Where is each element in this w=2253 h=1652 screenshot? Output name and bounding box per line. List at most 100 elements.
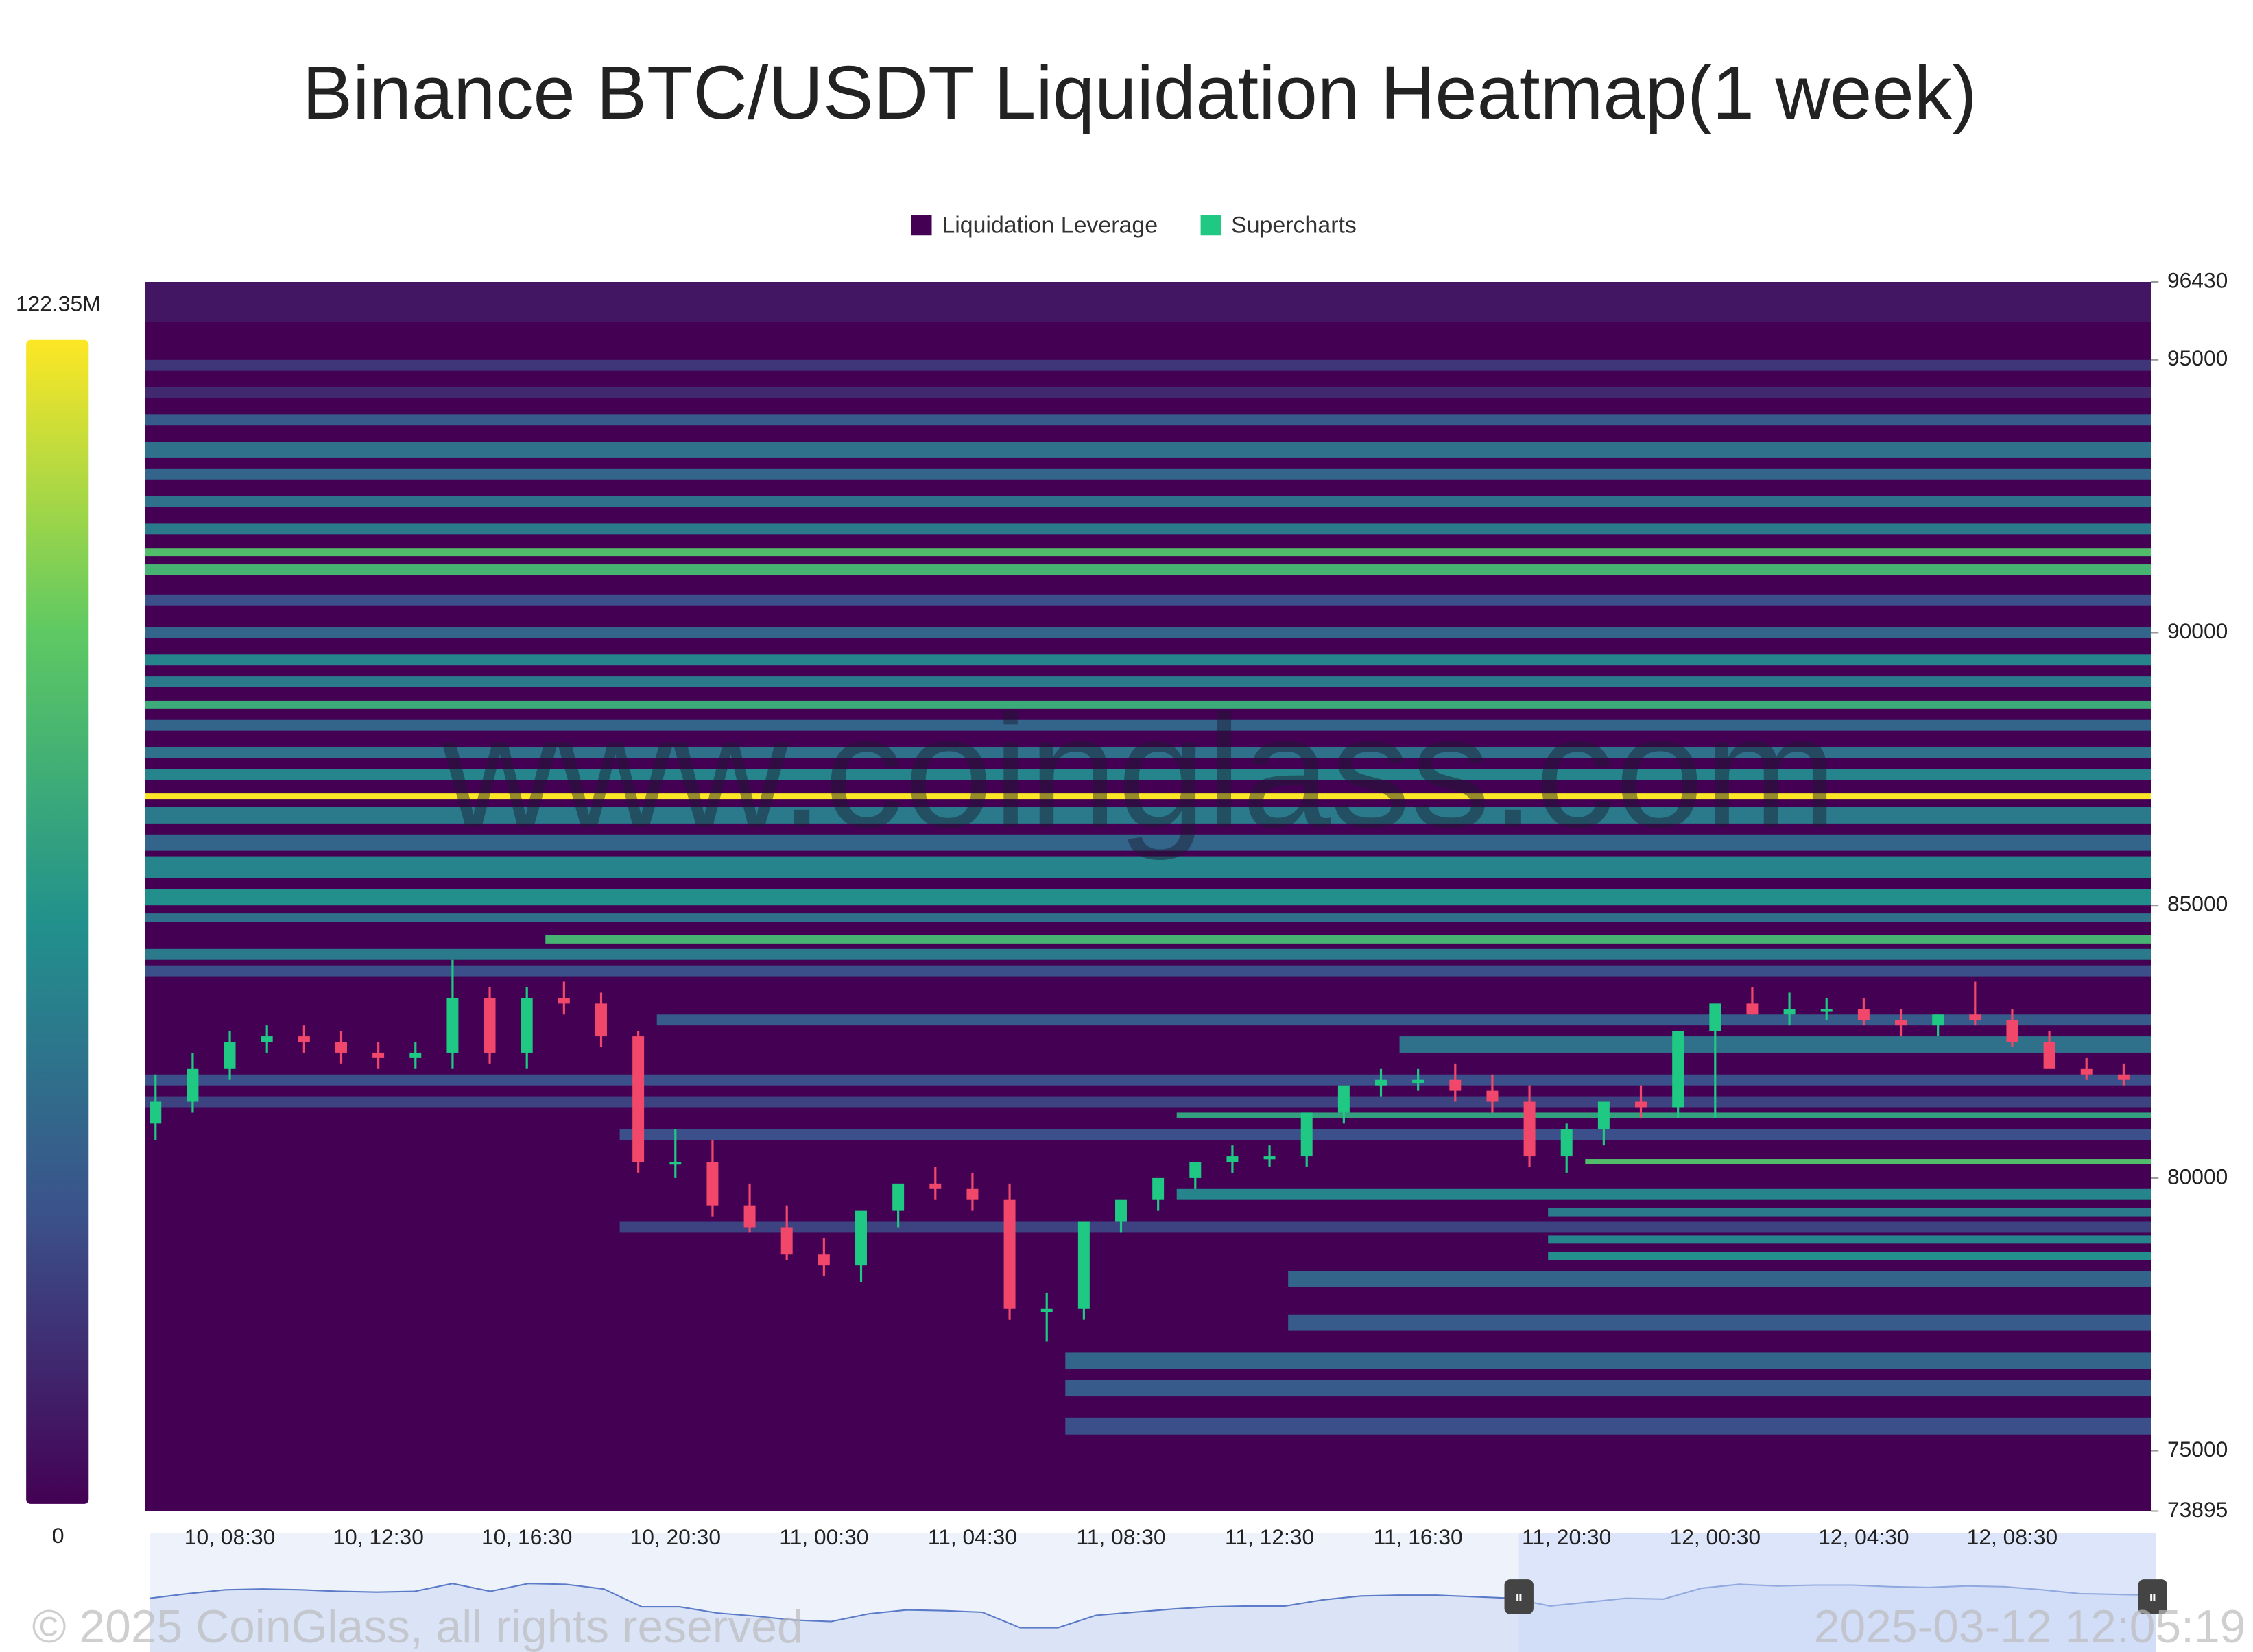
candle-body [1635, 1101, 1647, 1108]
heat-band [656, 1014, 2151, 1026]
candle-body [818, 1254, 830, 1266]
heat-band [1288, 1271, 2151, 1287]
heat-band [145, 856, 2151, 878]
candle-body [855, 1210, 867, 1266]
heat-band [1288, 1314, 2151, 1331]
heat-band [145, 414, 2151, 426]
candle-body [484, 998, 496, 1053]
heat-band [145, 523, 2151, 535]
navigator-handle-grip: ⏸ [1515, 1588, 1523, 1606]
candle-body [1672, 1031, 1684, 1108]
candle-body [706, 1162, 719, 1206]
heat-band [145, 468, 2151, 480]
candle-body [224, 1042, 236, 1069]
heat-band [145, 496, 2151, 507]
candle-body [1077, 1221, 1090, 1309]
heat-band [145, 654, 2151, 666]
heat-band [1176, 1188, 2151, 1200]
candle-body [1895, 1020, 1907, 1026]
plot-area: www.coinglass.com [145, 282, 2151, 1511]
x-tick-label: 12, 04:30 [1818, 1524, 1909, 1549]
heat-band [145, 594, 2151, 606]
x-tick-label: 10, 12:30 [333, 1524, 424, 1549]
candle-body [446, 998, 459, 1053]
heat-band [145, 889, 2151, 906]
chart-title: Binance BTC/USDT Liquidation Heatmap(1 w… [302, 51, 1977, 135]
candle-body [1189, 1162, 1202, 1178]
candle-body [1226, 1156, 1239, 1162]
y-tick-label: 75000 [2167, 1437, 2228, 1461]
heat-band [1399, 1036, 2151, 1053]
candle-body [669, 1162, 682, 1165]
candle-body [521, 998, 533, 1053]
candle-body [1337, 1085, 1350, 1113]
candle-body [2006, 1020, 2018, 1042]
y-tick-label: 95000 [2167, 346, 2228, 370]
y-tick-label: 96430 [2167, 267, 2228, 292]
candle-body [1152, 1177, 1165, 1200]
candle-body [1449, 1079, 1462, 1091]
legend-label[interactable]: Liquidation Leverage [942, 212, 1158, 238]
heat-band [1548, 1208, 2151, 1217]
candle-body [1300, 1112, 1313, 1157]
colorbar-tick-label: 0 [52, 1523, 64, 1548]
candle-body [1597, 1101, 1610, 1129]
y-tick-label: 90000 [2167, 619, 2228, 643]
x-tick-label: 12, 08:30 [1967, 1524, 2058, 1549]
heat-band [1176, 1112, 2151, 1118]
heat-band [619, 1221, 2151, 1233]
candle-body [595, 1003, 607, 1037]
candle-body [632, 1036, 645, 1162]
heat-band [145, 719, 2151, 731]
heat-band [619, 1129, 2151, 1140]
heat-band [145, 1096, 2151, 1108]
timestamp: 2025-03-12 12:05:19 [1814, 1601, 2246, 1652]
candle-body [261, 1036, 273, 1042]
heat-band [145, 1074, 2151, 1086]
heat-band [1065, 1380, 2151, 1397]
heat-band [145, 282, 2151, 322]
candle-body [1969, 1014, 1981, 1020]
heat-band [145, 676, 2151, 688]
candle-body [335, 1042, 347, 1053]
candle-body [409, 1052, 422, 1058]
navigator-handle[interactable] [2138, 1579, 2167, 1614]
heat-band [145, 807, 2151, 824]
candle-body [1263, 1156, 1276, 1160]
x-tick-label: 11, 08:30 [1076, 1524, 1165, 1549]
candle-body [2043, 1042, 2055, 1069]
candle-body [1115, 1199, 1127, 1222]
y-tick-label: 80000 [2167, 1164, 2228, 1188]
copyright: © 2025 CoinGlass, all rights reserved [32, 1601, 803, 1652]
candle-body [1783, 1009, 1796, 1015]
candle-body [780, 1227, 793, 1255]
x-tick-label: 10, 08:30 [184, 1524, 276, 1549]
candle-body [1486, 1090, 1499, 1102]
candle-body [1746, 1003, 1759, 1015]
candle-body [1003, 1199, 1016, 1309]
heat-band [1065, 1417, 2151, 1435]
legend-swatch[interactable] [1200, 215, 1221, 236]
heat-band [145, 359, 2151, 371]
heat-band [145, 387, 2151, 398]
legend-swatch[interactable] [911, 215, 932, 236]
y-tick-label: 73895 [2167, 1497, 2228, 1522]
candle-body [743, 1205, 756, 1228]
heat-band [145, 913, 2151, 922]
heat-band [1065, 1352, 2151, 1369]
navigator-handle-grip: ⏸ [2149, 1588, 2157, 1606]
heat-band [145, 627, 2151, 638]
candle-body [187, 1068, 199, 1102]
candle-body [372, 1052, 385, 1058]
x-tick-label: 10, 16:30 [481, 1524, 573, 1549]
x-tick-label: 10, 20:30 [630, 1524, 722, 1549]
candle-body [1375, 1079, 1387, 1086]
candle-body [966, 1188, 979, 1200]
x-tick-label: 12, 00:30 [1670, 1524, 1761, 1549]
legend-label[interactable]: Supercharts [1231, 212, 1357, 238]
heat-band [145, 793, 2151, 800]
navigator-handle[interactable] [1504, 1579, 1534, 1614]
candle-body [558, 998, 570, 1004]
heat-band [145, 769, 2151, 780]
